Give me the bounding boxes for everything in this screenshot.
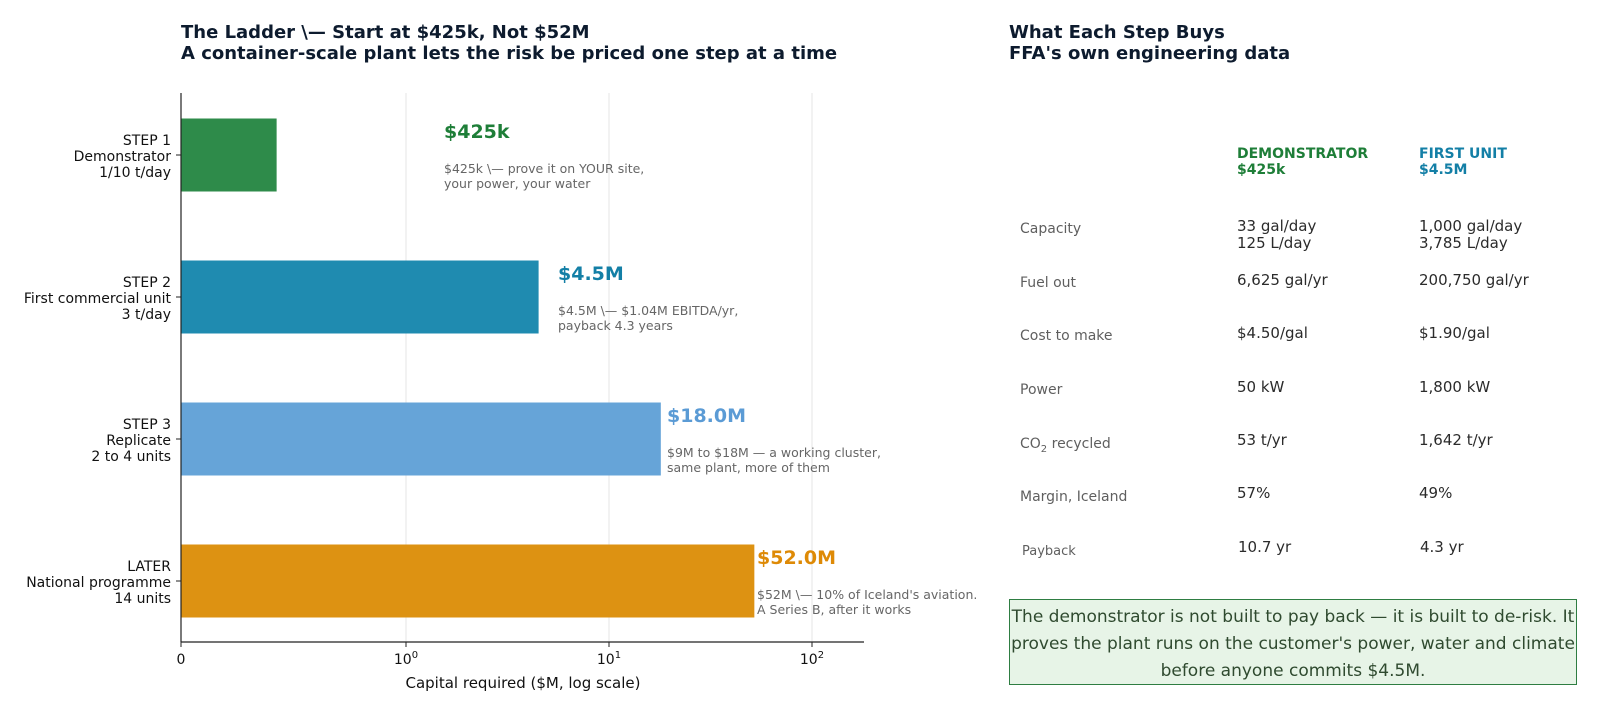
- table-row-label: Margin, Iceland: [1020, 489, 1127, 505]
- row-label-text: Payback: [1022, 544, 1076, 559]
- column-header-demonstrator: DEMONSTRATOR $425k: [1237, 146, 1368, 178]
- table-cell-demonstrator: $4.50/gal: [1237, 324, 1308, 342]
- table-cell-demonstrator: 10.7 yr: [1238, 538, 1292, 556]
- column-header-demonstrator-cost: $425k: [1237, 162, 1286, 178]
- column-header-first-unit: FIRST UNIT $4.5M: [1419, 146, 1507, 178]
- bar-value-label: $18.0M: [667, 405, 746, 427]
- x-tick-label: 102: [800, 650, 824, 668]
- x-tick-label: 101: [597, 650, 621, 668]
- bar-annotation: $4.5M \— $1.04M EBITDA/yr, payback 4.3 ye…: [558, 303, 738, 333]
- table-row-label: CO2 recycled: [1020, 436, 1111, 455]
- table-cell-demonstrator: 6,625 gal/yr: [1237, 271, 1328, 289]
- callout-text: The demonstrator is not built to pay bac…: [1011, 607, 1575, 681]
- table-cell-first-unit: 49%: [1419, 484, 1453, 502]
- chart-title-line2: A container-scale plant lets the risk be…: [181, 43, 838, 64]
- derisk-callout: The demonstrator is not built to pay bac…: [1009, 599, 1577, 685]
- bar-1: [181, 118, 277, 192]
- bar-3: [181, 402, 661, 476]
- table-row-label: Capacity: [1020, 221, 1081, 237]
- row-label-text: Fuel out: [1020, 275, 1077, 291]
- bar-annotation: $425k \— prove it on YOUR site, your powe…: [444, 161, 644, 191]
- table-cell-demonstrator: 33 gal/day 125 L/day: [1237, 217, 1317, 252]
- row-label-text: Power: [1020, 382, 1063, 398]
- bar-value-label: $52.0M: [757, 547, 836, 569]
- table-cell-first-unit: 1,642 t/yr: [1419, 431, 1493, 449]
- row-label-text: Cost to make: [1020, 328, 1113, 344]
- y-category-label: STEP 2 First commercial unit 3 t/day: [24, 275, 172, 323]
- table-cell-first-unit: 1,800 kW: [1419, 378, 1491, 396]
- table-cell-demonstrator: 57%: [1237, 484, 1271, 502]
- column-header-first-unit-name: FIRST UNIT: [1419, 146, 1507, 162]
- table-title-line2: FFA's own engineering data: [1009, 43, 1291, 64]
- bar-annotation: $9M to $18M — a working cluster, same pla…: [667, 445, 881, 475]
- table-cell-first-unit: $1.90/gal: [1419, 324, 1490, 342]
- bar-value-label: $425k: [444, 121, 510, 143]
- table-cell-demonstrator: 50 kW: [1237, 378, 1285, 396]
- row-label-suffix: recycled: [1047, 436, 1111, 452]
- bar-4: [181, 544, 755, 618]
- y-category-label: LATER National programme 14 units: [26, 559, 171, 607]
- table-row-label: Cost to make: [1020, 328, 1113, 344]
- bar-2: [181, 260, 539, 334]
- row-label-text: Capacity: [1020, 221, 1082, 237]
- x-tick-label: 0: [177, 652, 186, 668]
- column-header-first-unit-cost: $4.5M: [1419, 162, 1468, 178]
- ladder-bar-chart: 0 100 101 102 Capital required ($M, log scal…: [24, 93, 977, 692]
- row-label-subscript: 2: [1040, 443, 1048, 455]
- chart-title-line1: The Ladder \— Start at $425k, Not $52M: [181, 22, 590, 43]
- row-label-text: Margin, Iceland: [1020, 489, 1128, 505]
- chart-title: The Ladder \— Start at $425k, Not $52M A…: [181, 22, 837, 64]
- table-cell-first-unit: 200,750 gal/yr: [1419, 271, 1529, 289]
- y-category-label: STEP 3 Replicate 2 to 4 units: [91, 417, 171, 465]
- table-row-label: Payback: [1022, 544, 1076, 559]
- table-cell-first-unit: 1,000 gal/day 3,785 L/day: [1419, 217, 1523, 252]
- table-row-label: Power: [1020, 382, 1062, 398]
- x-tick-label: 100: [394, 650, 418, 668]
- bar-value-label: $4.5M: [558, 263, 624, 285]
- column-header-demonstrator-name: DEMONSTRATOR: [1237, 146, 1369, 162]
- row-label-text: CO: [1020, 436, 1041, 452]
- table-cell-demonstrator: 53 t/yr: [1237, 431, 1287, 449]
- table-row-label: Fuel out: [1020, 275, 1076, 291]
- y-category-label: STEP 1 Demonstrator 1/10 t/day: [74, 133, 172, 181]
- x-axis-label: Capital required ($M, log scale): [406, 674, 641, 692]
- bar-annotation: $52M \— 10% of Iceland's aviation. A Seri…: [757, 587, 977, 617]
- table-title: What Each Step Buys FFA's own engineerin…: [1009, 22, 1290, 64]
- table-cell-first-unit: 4.3 yr: [1420, 538, 1464, 556]
- table-title-line1: What Each Step Buys: [1009, 22, 1225, 43]
